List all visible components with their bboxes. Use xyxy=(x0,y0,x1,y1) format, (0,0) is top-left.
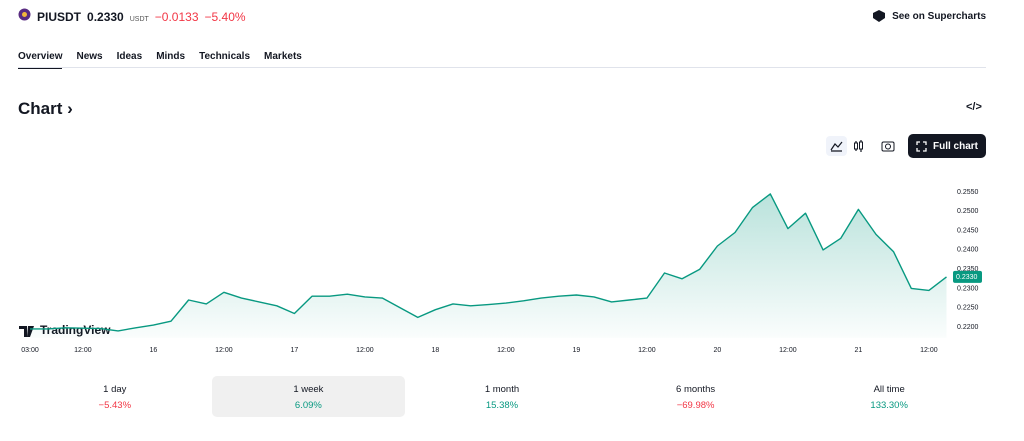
x-tick-label: 12:00 xyxy=(497,347,515,354)
tab[interactable]: Technicals xyxy=(199,51,251,62)
x-tick-label: 12:00 xyxy=(356,347,374,354)
y-tick-label: 0.2400 xyxy=(957,247,979,254)
x-tick-label: 20 xyxy=(713,347,721,354)
last-price-tag xyxy=(953,270,982,283)
tab[interactable]: News xyxy=(76,51,103,62)
price: 0.2330 xyxy=(87,10,124,24)
periods: 1 day −5.43% 1 week 6.09% 1 month 15.38% 6 mon… xyxy=(18,376,986,417)
embed-icon[interactable]: </> xyxy=(966,101,982,113)
y-tick-label: 0.2300 xyxy=(957,285,979,292)
tab-divider xyxy=(18,67,986,68)
section-title-text[interactable]: Chart xyxy=(18,99,63,118)
currency: USDT xyxy=(129,16,149,23)
tab[interactable]: Overview xyxy=(18,51,63,69)
snapshot-lens xyxy=(885,143,891,150)
period-change[interactable]: 6.09% xyxy=(294,400,322,411)
period-label[interactable]: 1 month xyxy=(484,384,520,395)
area-fill xyxy=(30,193,947,338)
symbol-icon xyxy=(18,8,31,21)
x-tick-label: 16 xyxy=(149,347,157,354)
full-chart-button[interactable]: Full chart xyxy=(908,134,986,158)
x-tick-label: 12:00 xyxy=(920,347,938,354)
period[interactable]: 1 week 6.09% xyxy=(211,376,406,417)
period-change[interactable]: −69.98% xyxy=(676,400,715,411)
supercharts-icon xyxy=(873,10,886,22)
period-label[interactable]: 1 day xyxy=(103,384,127,395)
tab[interactable]: Markets xyxy=(264,51,302,62)
tab[interactable]: Ideas xyxy=(116,51,143,62)
x-tick-label: 12:00 xyxy=(638,347,656,354)
candle-body xyxy=(859,141,863,150)
period-change[interactable]: 133.30% xyxy=(870,400,908,411)
x-tick-label: 12:00 xyxy=(215,347,233,354)
x-tick-label: 12:00 xyxy=(779,347,797,354)
tabs: Overview News Ideas Minds Technicals Markets xyxy=(18,51,302,69)
x-tick-label: 18 xyxy=(431,347,439,354)
symbol: PIUSDT xyxy=(37,10,82,24)
line-style-icon xyxy=(830,141,843,152)
candle-body xyxy=(854,142,858,150)
chart-tools xyxy=(826,136,895,156)
y-tick-label: 0.2500 xyxy=(957,208,979,215)
tab[interactable]: Minds xyxy=(156,51,186,62)
full-chart-icon xyxy=(916,140,927,152)
period-label[interactable]: 1 week xyxy=(293,384,324,395)
last-price-label: 0.2330 xyxy=(956,274,978,281)
period-label[interactable]: All time xyxy=(873,384,905,395)
change: −0.0133 xyxy=(154,10,199,24)
period[interactable]: 1 day −5.43% xyxy=(18,376,212,417)
section-title[interactable]: Chart › xyxy=(18,99,73,118)
period[interactable]: All time 133.30% xyxy=(792,376,986,417)
period-change[interactable]: −5.43% xyxy=(98,400,132,411)
x-tick-label: 03:00 xyxy=(21,347,39,354)
x-tick-label: 21 xyxy=(854,347,862,354)
x-tick-label: 17 xyxy=(290,347,298,354)
y-tick-label: 0.2350 xyxy=(957,266,979,273)
supercharts-text[interactable]: See on Supercharts xyxy=(892,10,986,22)
x-tick-label: 19 xyxy=(572,347,580,354)
x-tick-label: 12:00 xyxy=(74,347,92,354)
period[interactable]: 1 month 15.38% xyxy=(405,376,599,417)
symbol-header: PIUSDT 0.2330 USDT −0.0133 −5.40% xyxy=(18,8,246,24)
y-tick-label: 0.2550 xyxy=(957,189,979,196)
period-label[interactable]: 6 months xyxy=(676,384,716,395)
y-tick-label: 0.2200 xyxy=(957,324,979,331)
period-change[interactable]: 15.38% xyxy=(485,400,519,411)
price-line xyxy=(30,193,947,332)
y-tick-label: 0.2250 xyxy=(957,305,979,312)
full-chart-text[interactable]: Full chart xyxy=(932,140,978,152)
period[interactable]: 6 months −69.98% xyxy=(599,376,793,417)
supercharts-link[interactable]: See on Supercharts xyxy=(872,10,986,22)
snapshot-icon[interactable] xyxy=(881,141,895,152)
change-percent: −5.40% xyxy=(204,10,246,24)
y-tick-label: 0.2450 xyxy=(957,227,979,234)
